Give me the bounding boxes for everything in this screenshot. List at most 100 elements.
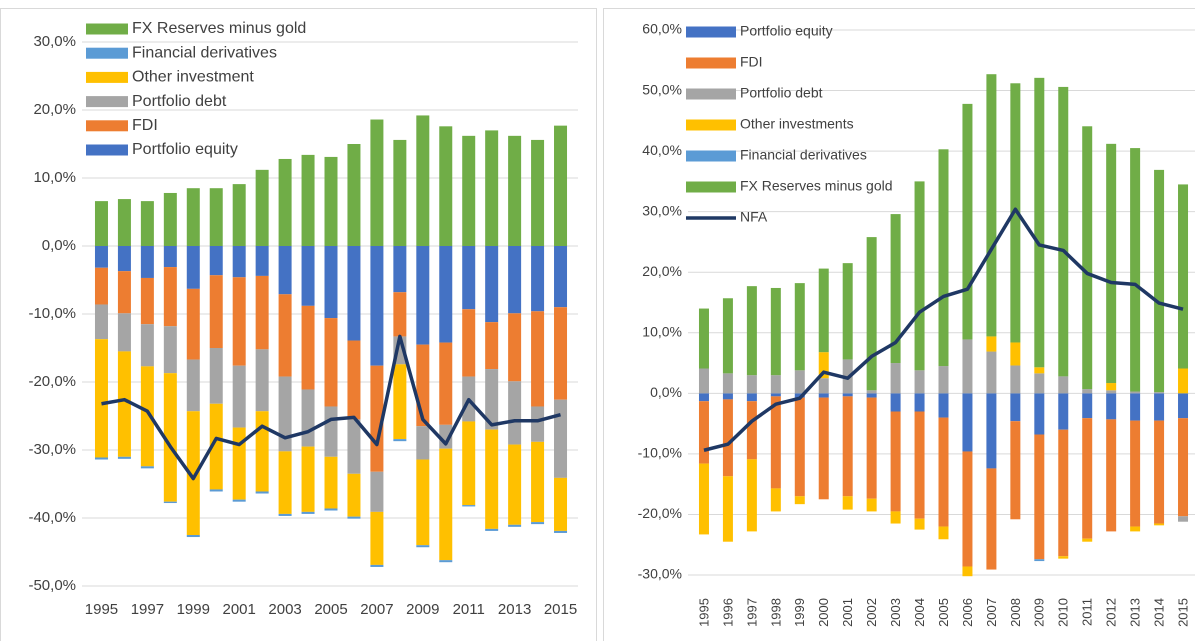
bar-segment	[914, 370, 925, 394]
bar-segment	[698, 368, 709, 394]
bar-segment	[508, 381, 522, 445]
bar-segment	[370, 564, 384, 567]
bar-segment	[255, 275, 269, 350]
bar-segment	[94, 267, 108, 305]
bar-segment	[531, 406, 545, 442]
bar-segment	[255, 349, 269, 412]
bar-segment	[1154, 169, 1165, 393]
bar-segment	[278, 451, 292, 514]
bar-segment	[117, 246, 131, 272]
bar-segment	[232, 427, 246, 500]
bar-segment	[416, 545, 430, 548]
bar-segment	[554, 477, 568, 531]
y-tick-label: 10,0%	[642, 323, 682, 339]
bar-segment	[301, 246, 315, 306]
bar-segment	[324, 156, 338, 246]
bar-segment	[209, 348, 223, 404]
x-tick-label: 2010	[1056, 598, 1071, 627]
bar-segment	[986, 351, 997, 394]
bar-segment	[163, 501, 177, 504]
bar-segment	[209, 246, 223, 276]
bar-segment	[1082, 418, 1093, 539]
bar-segment	[301, 446, 315, 512]
legend-swatch	[86, 71, 128, 83]
bar-segment	[255, 246, 269, 276]
bar-segment	[324, 318, 338, 407]
y-tick-label: -10,0%	[638, 445, 682, 461]
x-tick-label: 2009	[406, 601, 439, 618]
x-tick-label: 2006	[960, 598, 975, 627]
bar-segment	[1130, 148, 1141, 392]
bar-segment	[554, 307, 568, 400]
bar-segment	[914, 518, 925, 530]
bar-segment	[232, 277, 246, 366]
bar-segment	[140, 466, 154, 469]
bar-segment	[140, 366, 154, 467]
bar-segment	[324, 246, 338, 319]
bar-segment	[439, 342, 453, 425]
bar-segment	[209, 489, 223, 492]
bar-segment	[770, 393, 781, 397]
bar-segment	[1082, 538, 1093, 542]
bar-segment	[347, 516, 361, 519]
x-tick-label: 1997	[131, 601, 164, 618]
bar-segment	[1058, 86, 1069, 377]
bar-segment	[842, 396, 853, 497]
bar-segment	[508, 524, 522, 527]
x-tick-label: 1998	[768, 598, 783, 627]
bar-segment	[163, 267, 177, 327]
bar-segment	[209, 403, 223, 490]
bar-segment	[186, 411, 200, 535]
bar-segment	[722, 298, 733, 374]
bar-segment	[1178, 418, 1189, 517]
legend-label: Portfolio equity	[132, 141, 238, 158]
bar-segment	[1010, 393, 1021, 422]
bar-segment	[324, 406, 338, 457]
legend-swatch	[86, 96, 128, 108]
y-tick-label: 60,0%	[642, 21, 682, 37]
bar-segment	[986, 468, 997, 570]
bar-segment	[722, 399, 733, 477]
bar-segment	[986, 74, 997, 337]
bar-segment	[1034, 77, 1045, 368]
bar-segment	[818, 393, 829, 398]
bar-segment	[962, 566, 973, 577]
legend-swatch	[686, 150, 736, 162]
bar-segment	[1034, 373, 1045, 394]
bar-segment	[938, 526, 949, 540]
x-tick-label: 1999	[177, 601, 210, 618]
x-tick-label: 2002	[864, 598, 879, 627]
bar-segment	[347, 246, 361, 341]
bar-segment	[962, 339, 973, 394]
bar-segment	[209, 188, 223, 246]
legend-label: FX Reserves minus gold	[740, 178, 893, 194]
bar-segment	[163, 192, 177, 246]
bar-segment	[163, 373, 177, 502]
x-tick-label: 2014	[1152, 598, 1167, 627]
legend-swatch	[86, 47, 128, 59]
bar-segment	[1082, 393, 1093, 419]
bar-segment	[462, 421, 476, 506]
bar-segment	[890, 393, 901, 412]
legend-label: NFA	[740, 209, 768, 225]
bar-segment	[914, 411, 925, 519]
x-tick-label: 2005	[314, 601, 347, 618]
bar-segment	[485, 246, 499, 323]
bar-segment	[370, 471, 384, 512]
x-tick-label: 2013	[498, 601, 531, 618]
bar-segment	[347, 340, 361, 420]
bar-segment	[1106, 383, 1117, 391]
bar-segment	[117, 199, 131, 246]
bar-segment	[416, 459, 430, 546]
bar-segment	[818, 268, 829, 353]
y-tick-label: 50,0%	[642, 81, 682, 97]
bar-segment	[986, 336, 997, 352]
bar-segment	[370, 246, 384, 366]
bar-segment	[1034, 367, 1045, 374]
bar-segment	[255, 169, 269, 246]
x-tick-label: 1997	[744, 598, 759, 627]
bar-segment	[554, 125, 568, 246]
bar-segment	[746, 459, 757, 532]
y-tick-label: 30,0%	[642, 202, 682, 218]
bar-segment	[140, 324, 154, 367]
